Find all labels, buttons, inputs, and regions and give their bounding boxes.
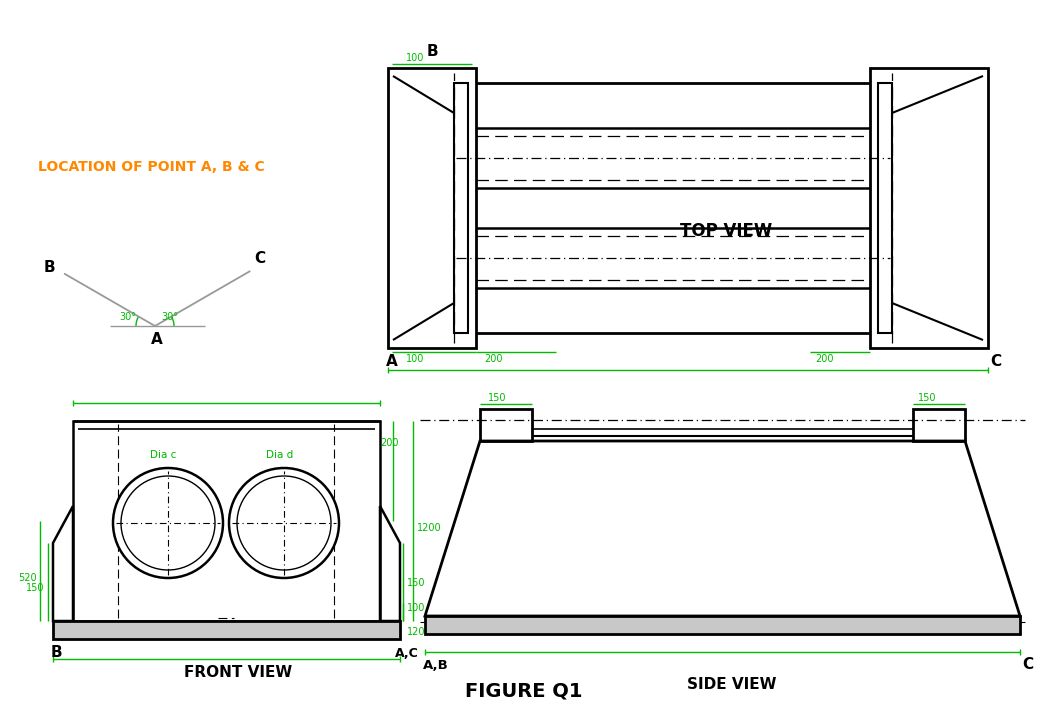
Text: Dia c: Dia c [150,450,176,460]
Text: Dia d: Dia d [266,450,293,460]
Bar [388,68,476,348]
Text: C: C [990,354,1001,369]
Text: A: A [386,354,398,369]
Text: 150: 150 [407,578,425,588]
Text: 200: 200 [380,438,398,448]
Text: 150: 150 [918,393,937,403]
Text: 200: 200 [484,354,502,364]
Text: 520: 520 [18,573,37,583]
Text: 200: 200 [815,354,833,364]
Text: A,B: A,B [423,659,449,672]
Bar [73,421,380,621]
Bar [454,83,468,333]
Bar [870,68,988,348]
Text: SIDE VIEW: SIDE VIEW [687,677,777,692]
Text: 1200: 1200 [417,523,441,533]
Text: C: C [255,251,265,266]
Bar [913,409,965,441]
Text: 100: 100 [407,603,425,613]
Circle shape [230,468,339,578]
Text: A: A [151,332,162,347]
Text: FIGURE Q1: FIGURE Q1 [465,682,583,701]
Circle shape [113,468,223,578]
Text: 30°: 30° [161,312,178,322]
Text: 30°: 30° [119,312,136,322]
Bar [425,616,1020,634]
Text: 100: 100 [406,354,424,364]
Text: 150: 150 [488,393,506,403]
Text: FRONT VIEW: FRONT VIEW [184,665,292,680]
Text: C: C [1022,657,1033,672]
Bar [53,621,400,639]
Text: A,C: A,C [395,647,419,660]
Text: 120: 120 [407,627,425,637]
Bar [480,409,532,441]
Text: TOP VIEW: TOP VIEW [680,222,772,240]
Text: B: B [44,259,56,274]
Text: 100: 100 [406,53,424,63]
Text: B: B [51,645,63,660]
Text: B: B [427,44,438,59]
Bar [878,83,892,333]
Text: 150: 150 [26,583,44,593]
Text: LOCATION OF POINT A, B & C: LOCATION OF POINT A, B & C [38,160,265,174]
